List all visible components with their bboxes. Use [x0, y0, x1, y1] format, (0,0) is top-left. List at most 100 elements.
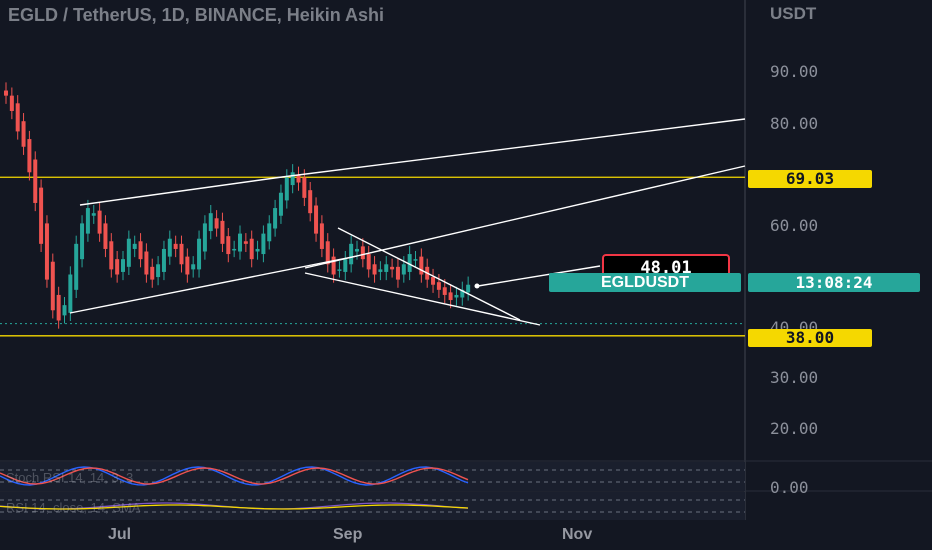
candle-body — [68, 274, 73, 313]
countdown-tag: 13:08:24 — [748, 273, 920, 292]
candle-body — [74, 243, 79, 290]
chart-title: EGLD / TetherUS, 1D, BINANCE, Heikin Ash… — [8, 5, 385, 25]
candle-body — [337, 269, 342, 271]
candle-body — [80, 223, 85, 260]
candle-body — [56, 294, 61, 321]
candle-body — [138, 241, 143, 260]
candle-body — [401, 264, 406, 275]
wedge-lower-trendline — [304, 272, 541, 326]
candle-body — [431, 277, 436, 285]
candle-body — [390, 266, 395, 270]
candle-body — [413, 259, 418, 261]
candle-body — [448, 292, 453, 301]
channel-lower-trendline — [69, 255, 358, 314]
stoch-d-line — [0, 467, 469, 485]
price-tick-label: 0.00 — [770, 478, 809, 497]
candle-body — [50, 261, 55, 311]
stoch-rsi-label: Stoch RSI 14, 14, 3, 3 — [6, 470, 134, 485]
candle-body — [384, 264, 389, 272]
candle-body — [173, 243, 178, 249]
channel-upper-trendline — [79, 176, 283, 206]
candle-body — [4, 90, 8, 96]
stoch-k-line — [0, 466, 469, 486]
candle-body — [395, 266, 400, 280]
candle-body — [62, 305, 67, 316]
candle-body — [290, 172, 295, 186]
candle-body — [296, 174, 301, 183]
candle-body — [121, 259, 125, 272]
candle-body — [85, 208, 90, 234]
candle-body — [232, 248, 237, 251]
price-tick-label: 80.00 — [770, 114, 819, 133]
candle-body — [302, 177, 307, 198]
time-tick-label: Nov — [562, 526, 593, 543]
candle-body — [109, 241, 114, 270]
rsi-ma-line — [0, 504, 469, 510]
callout-anchor-dot — [474, 283, 480, 289]
candle-body — [179, 243, 184, 265]
candle-body — [208, 213, 213, 232]
candle-body — [91, 213, 96, 216]
currency-label: USDT — [770, 4, 817, 23]
candle-body — [372, 264, 377, 275]
candle-body — [167, 238, 172, 257]
candle-body — [132, 243, 137, 249]
candle-body — [284, 177, 289, 201]
wedge-upper-trendline — [337, 227, 521, 321]
candle-body — [197, 238, 202, 270]
candle-body — [144, 251, 149, 275]
candle-body — [278, 192, 283, 216]
candle-body — [360, 246, 365, 260]
candle-body — [220, 220, 225, 244]
rsi-label: RSI 14, close, 14, SMA — [6, 500, 141, 515]
candle-body — [454, 294, 459, 298]
candle-body — [319, 223, 324, 249]
candle-body — [103, 223, 108, 249]
stoch-rsi-pane — [0, 462, 745, 491]
candle-body — [21, 121, 26, 147]
time-tick-label: Jul — [108, 526, 132, 543]
candle-body — [255, 248, 260, 252]
candle-body — [442, 287, 447, 295]
candle-body — [15, 103, 20, 132]
candle-body — [355, 248, 359, 252]
candle-body — [126, 238, 131, 267]
candle-body — [273, 208, 278, 229]
candle-body — [115, 259, 120, 275]
ticker-tag: EGLDUSDT — [549, 273, 741, 292]
candle-body — [261, 233, 266, 255]
candle-body — [238, 233, 242, 252]
price-tick-label: 20.00 — [770, 419, 819, 438]
price-tick-label: 60.00 — [770, 216, 819, 235]
price-tick-label: 90.00 — [770, 62, 819, 81]
candle-body — [191, 264, 196, 270]
candle-body — [325, 241, 330, 265]
candle-body — [243, 241, 248, 244]
candle-body — [156, 264, 161, 278]
resistance-level-tag[interactable]: 69.03 — [748, 170, 872, 188]
candle-body — [202, 223, 207, 252]
candle-body — [378, 269, 383, 272]
candle-body — [331, 256, 336, 275]
candle-body — [97, 210, 102, 234]
candle-body — [366, 254, 371, 270]
candle-body — [436, 282, 441, 290]
support-level-tag[interactable]: 38.00 — [748, 329, 872, 347]
candle-body — [33, 159, 38, 203]
candle-body — [466, 284, 471, 293]
candle-body — [27, 139, 32, 173]
projection-upper-trendline — [281, 118, 746, 178]
candle-body — [249, 238, 254, 260]
candle-body — [419, 256, 424, 275]
candle-body — [267, 223, 272, 242]
candle-body — [314, 205, 319, 234]
candle-body — [226, 236, 231, 255]
projection-lower-trendline — [304, 165, 746, 269]
price-tick-label: 30.00 — [770, 368, 819, 387]
candle-body — [460, 289, 465, 298]
price-callout-line — [477, 265, 601, 287]
candle-body — [161, 248, 166, 272]
candle-body — [407, 254, 412, 272]
candle-body — [39, 187, 44, 244]
